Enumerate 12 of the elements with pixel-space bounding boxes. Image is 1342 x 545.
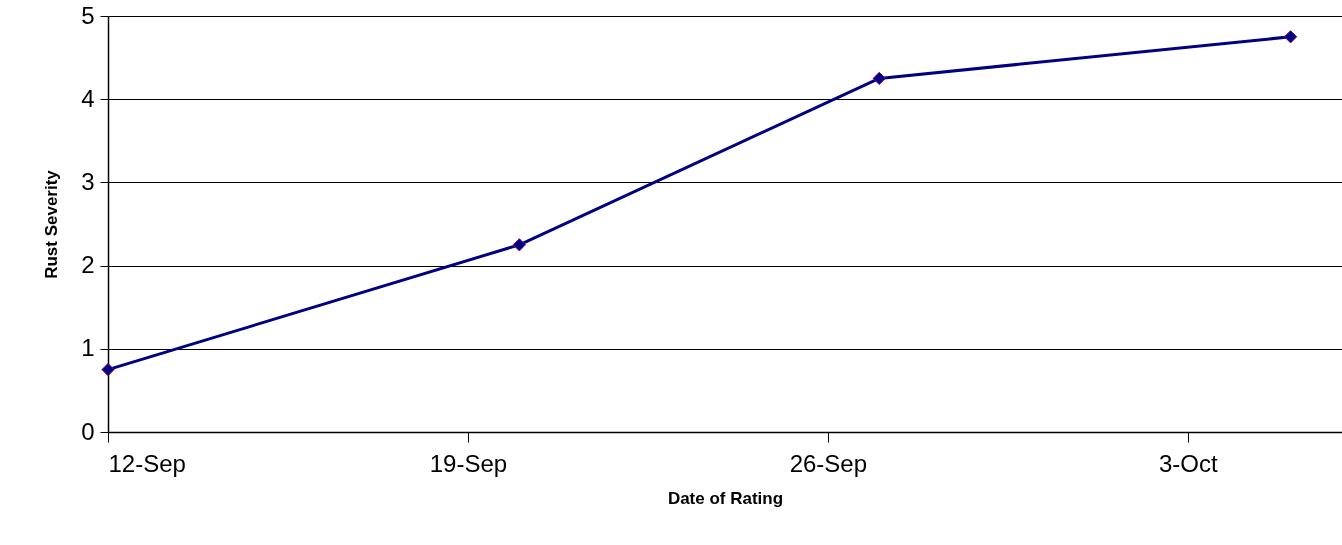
y-tick-label: 3 [81, 167, 95, 195]
y-axis-title: Rust Severity [42, 169, 62, 279]
y-tick-label: 2 [81, 251, 95, 279]
x-tick-label: 3-Oct [1158, 449, 1218, 477]
x-tick-label: 12-Sep [108, 449, 186, 477]
y-tick-label: 4 [81, 84, 95, 112]
x-tick-label: 19-Sep [429, 449, 508, 477]
y-tick-label: 0 [81, 417, 95, 445]
x-axis-title: Date of Rating [667, 488, 784, 508]
y-tick-label: 5 [81, 1, 95, 29]
y-tick-label: 1 [81, 334, 95, 362]
x-tick-label: 26-Sep [789, 449, 868, 477]
